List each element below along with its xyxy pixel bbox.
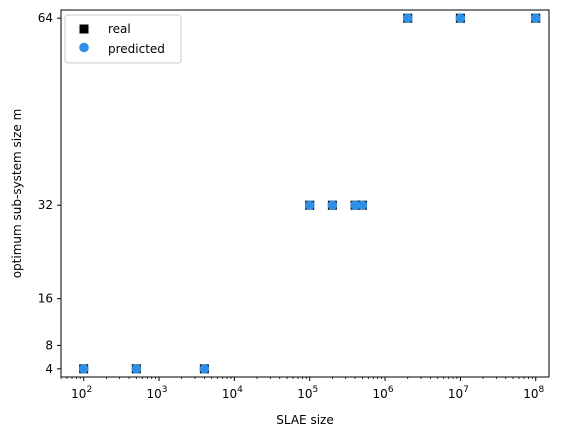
point-predicted-8 <box>455 13 466 23</box>
legend-box <box>64 14 182 64</box>
legend: real predicted <box>64 14 182 64</box>
point-predicted-7 <box>402 13 413 23</box>
x-tick-label-0: 102 <box>71 385 92 401</box>
legend-predicted-circle-marker <box>79 42 89 53</box>
y-tick-label-1: 8 <box>45 338 53 352</box>
plot-area <box>61 10 549 377</box>
x-tick-label-1: 103 <box>147 385 168 401</box>
legend-real-label: real <box>108 22 131 36</box>
x-tick-label-5: 107 <box>448 385 469 401</box>
y-tick-label-4: 64 <box>38 11 53 25</box>
x-tick-label-3: 105 <box>297 385 318 401</box>
y-tick-label-2: 16 <box>38 292 53 306</box>
y-axis-ticks: 4 8 16 32 64 <box>38 11 61 376</box>
point-predicted-9 <box>530 13 541 23</box>
x-axis-label: SLAE size <box>276 413 333 427</box>
x-axis-ticks: 102 103 104 105 106 107 108 <box>60 377 545 401</box>
point-predicted-2 <box>199 364 210 374</box>
x-tick-label-6: 108 <box>523 385 544 401</box>
point-predicted-5 <box>350 200 360 210</box>
y-tick-label-3: 32 <box>38 198 53 212</box>
point-predicted-6 <box>357 200 368 210</box>
legend-predicted-label: predicted <box>108 42 165 56</box>
y-tick-label-0: 4 <box>45 362 53 376</box>
point-predicted-0 <box>78 364 89 374</box>
y-axis-label: optimum sub-system size m <box>10 109 24 279</box>
x-tick-label-2: 104 <box>222 385 243 401</box>
data-marks <box>78 13 541 374</box>
point-predicted-1 <box>131 364 142 374</box>
point-predicted-3 <box>304 200 315 210</box>
x-tick-label-4: 106 <box>373 385 394 401</box>
point-predicted-4 <box>327 200 338 210</box>
plot-frame <box>60 9 550 378</box>
legend-real-square-marker <box>79 24 89 34</box>
